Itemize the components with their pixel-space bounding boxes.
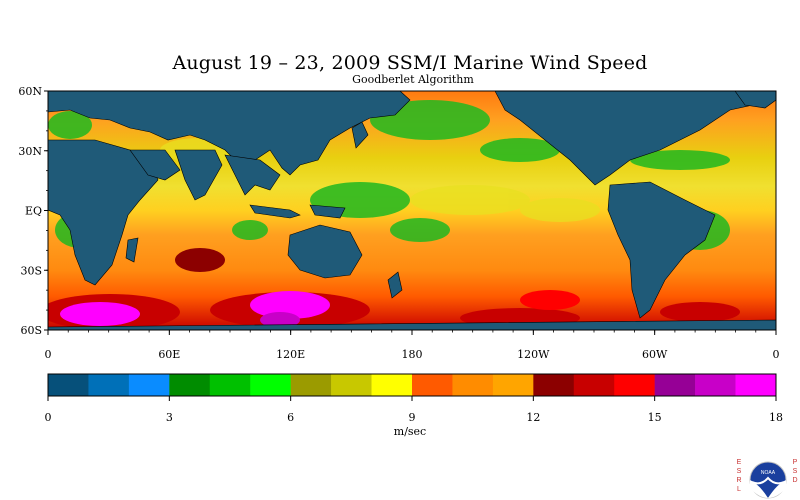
lon-label: 60E: [158, 348, 180, 361]
colorbar-swatch: [695, 374, 736, 396]
colorbar-swatch: [88, 374, 130, 396]
colorbar-tick-label: 12: [526, 411, 540, 424]
lon-label: 180: [402, 348, 423, 361]
indonesia-islands: [249, 204, 346, 219]
colorbar-swatch: [614, 374, 655, 396]
colorbar-swatch: [169, 374, 211, 396]
colorbar-swatch: [412, 374, 453, 396]
longitude-axis: 0 60E 120E 180 120W 60W 0: [45, 330, 780, 361]
colorbar-swatch: [654, 374, 696, 396]
india-landmass: [174, 149, 223, 201]
colorbar-units: m/sec: [393, 425, 427, 438]
lat-label: EQ: [25, 205, 42, 218]
noaa-emblem: NOAA: [749, 461, 787, 499]
madagascar: [125, 237, 139, 263]
japan-islands: [351, 121, 369, 149]
lon-label: 60W: [642, 348, 668, 361]
lat-label: 60S: [20, 324, 42, 337]
colorbar-swatch: [492, 374, 534, 396]
lon-label: 120E: [276, 348, 305, 361]
colorbar-tick-label: 9: [409, 411, 416, 424]
land-masses: [48, 91, 776, 330]
colorbar-swatch: [290, 374, 332, 396]
svg-text:PSD: PSD: [792, 459, 797, 484]
colorbar-swatch: [128, 374, 170, 396]
southeast-asia-landmass: [224, 154, 281, 196]
colorbar-swatch: [371, 374, 413, 396]
colorbar-tick-label: 6: [287, 411, 294, 424]
lat-label: 30N: [18, 145, 42, 158]
lat-label: 60N: [18, 85, 42, 98]
colorbar-swatch: [573, 374, 615, 396]
colorbar: [47, 373, 777, 397]
colorbar-tick-label: 3: [166, 411, 173, 424]
south-america-landmass: [607, 181, 716, 319]
colorbar-swatch: [735, 374, 777, 396]
colorbar-swatch: [331, 374, 372, 396]
lon-label: 0: [45, 348, 52, 361]
greenland: [734, 91, 776, 109]
latitude-axis: 60N 30N EQ 30S 60S: [18, 85, 48, 337]
lat-label: 30S: [20, 264, 42, 277]
lon-label: 0: [773, 348, 780, 361]
colorbar-swatch: [250, 374, 291, 396]
colorbar-swatch: [452, 374, 494, 396]
chart-title: August 19 – 23, 2009 SSM/I Marine Wind S…: [172, 52, 648, 74]
colorbar-tick-label: 15: [648, 411, 662, 424]
lon-label: 120W: [517, 348, 550, 361]
colorbar-tick-label: 18: [769, 411, 783, 424]
chart-subtitle: Goodberlet Algorithm: [352, 73, 474, 86]
colorbar-swatch: [209, 374, 251, 396]
arabia-landmass: [129, 149, 181, 181]
colorbar-swatch: [533, 374, 575, 396]
antarctica-edge: [48, 319, 776, 330]
noaa-emblem-text: NOAA: [761, 470, 776, 476]
colorbar-tick-label: 0: [45, 411, 52, 424]
colorbar-swatch: [48, 374, 89, 396]
colorbar-axis: 0 3 6 9 12 15 18: [45, 396, 783, 424]
australia-landmass: [287, 224, 363, 279]
new-zealand: [387, 271, 403, 299]
